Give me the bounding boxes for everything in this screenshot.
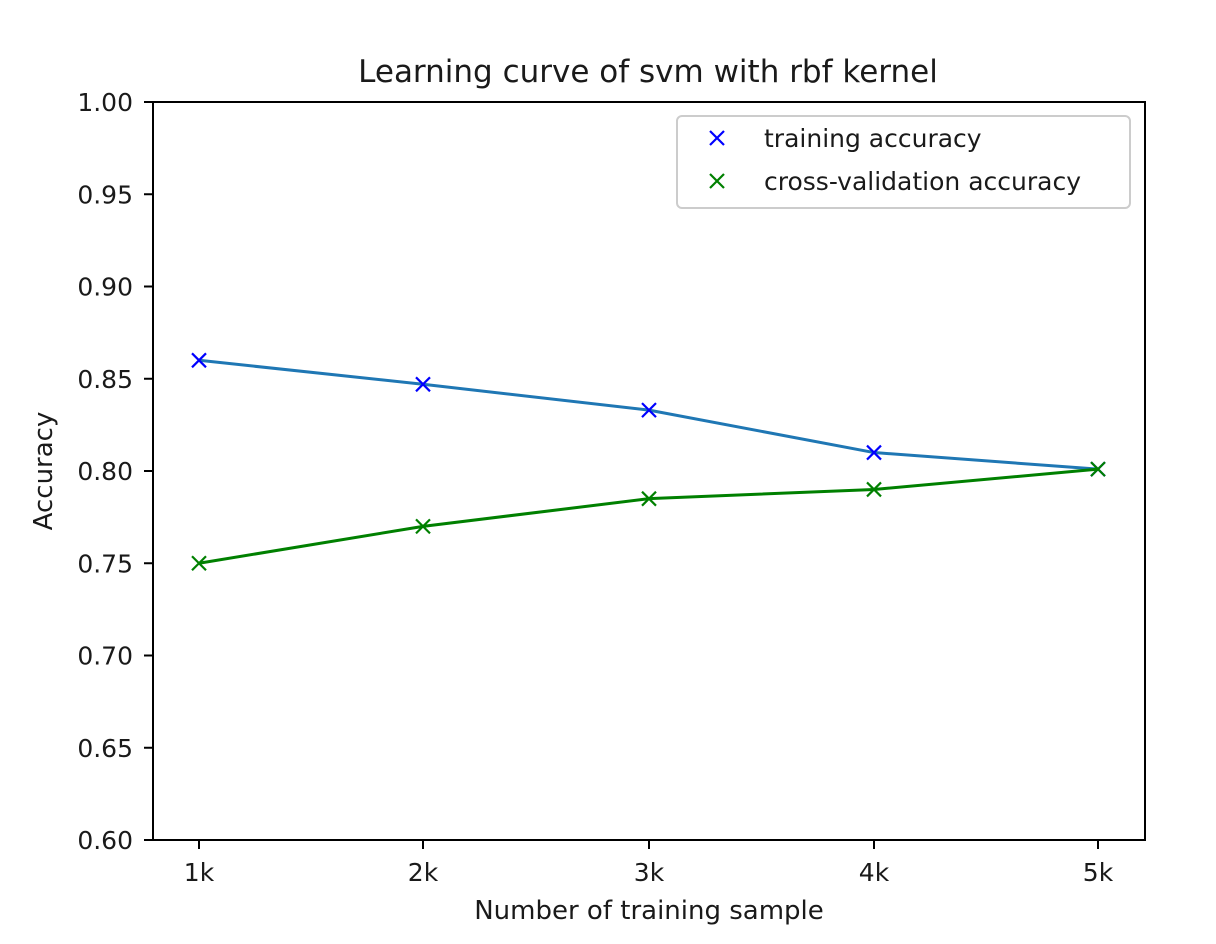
x-tick-label: 2k [408,858,439,887]
y-axis-label: Accuracy [29,412,59,531]
y-tick-label: 0.75 [77,549,133,578]
y-axis: 0.60 0.65 0.70 0.75 0.80 0.85 0.90 0.95 1.00 [77,88,153,855]
plot-frame [152,101,1146,841]
y-tick-label: 0.80 [77,457,133,486]
legend-box [676,115,1131,209]
y-tick-label: 0.65 [77,734,133,763]
y-tick-label: 0.90 [77,273,133,302]
chart-title: Learning curve of svm with rbf kernel [358,54,938,90]
data-point-marker [191,555,207,572]
y-tick-label: 0.95 [77,180,133,209]
y-tick-label: 0.85 [77,365,133,394]
data-point-marker [415,376,431,393]
y-tick-label: 0.70 [77,642,133,671]
series-1 [191,461,1106,572]
y-tick-label: 0.60 [77,826,133,855]
legend-label: cross-validation accuracy [764,167,1081,196]
x-tick-label: 1k [184,858,215,887]
legend-marker [709,173,725,189]
data-point-marker [1090,461,1106,477]
x-tick-label: 3k [634,858,665,887]
data-point-marker [641,490,657,507]
legend-marker [709,130,725,146]
x-tick-label: 5k [1083,858,1114,887]
x-tick-label: 4k [859,858,890,887]
y-tick-label: 1.00 [77,88,133,117]
x-axis-label: Number of training sample [474,896,824,926]
data-point-marker [866,481,882,498]
legend-label: training accuracy [764,124,982,153]
data-point-marker [641,402,657,418]
x-axis: 1k 2k 3k 4k 5k [184,840,1114,887]
data-point-marker [866,444,882,461]
series-layer [191,352,1106,572]
data-point-marker [191,352,207,369]
data-point-marker [415,518,431,535]
legend: training accuracy cross-validation accura… [676,115,1131,209]
